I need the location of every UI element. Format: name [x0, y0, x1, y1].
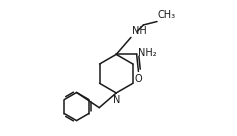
- Text: N: N: [113, 95, 120, 105]
- Text: NH: NH: [132, 26, 147, 36]
- Text: NH₂: NH₂: [138, 48, 157, 58]
- Text: O: O: [135, 74, 142, 84]
- Text: CH₃: CH₃: [158, 10, 176, 20]
